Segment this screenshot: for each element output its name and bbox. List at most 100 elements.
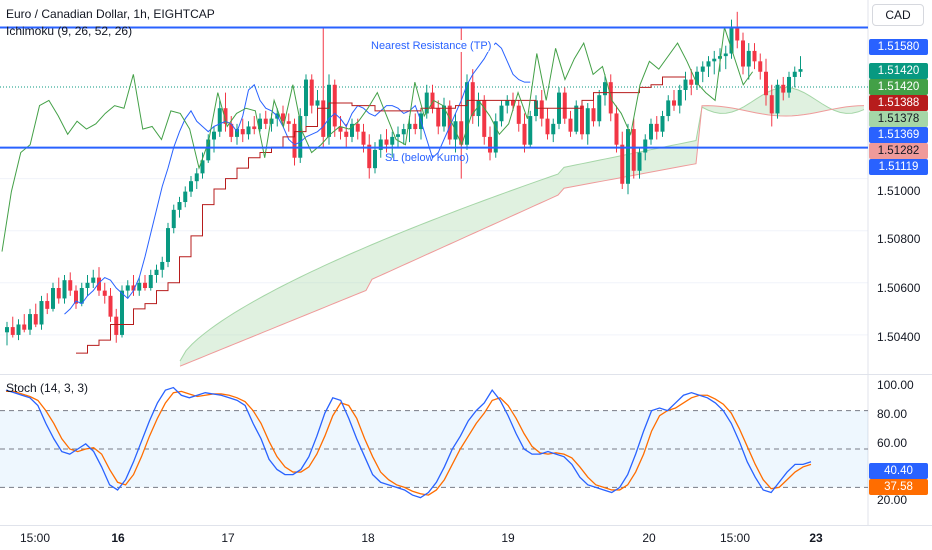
stoch-tick: 60.00 <box>877 436 908 450</box>
candle-body <box>735 27 740 41</box>
candle-body <box>741 40 745 67</box>
candle-body <box>396 134 400 137</box>
kijun-sen-line <box>76 76 686 354</box>
currency-button[interactable]: CAD <box>872 4 924 26</box>
candle-body <box>764 71 768 96</box>
candle-body <box>568 118 573 132</box>
price-tick: 1.50600 <box>877 281 921 295</box>
candle-body <box>459 121 464 145</box>
candle-body <box>350 123 354 137</box>
time-label: 15:00 <box>19 531 51 545</box>
candle-body <box>401 129 406 135</box>
candle-body <box>45 301 50 309</box>
candle-body <box>597 95 602 122</box>
candle-body <box>476 100 481 117</box>
candle-body <box>562 92 567 119</box>
candle-body <box>637 152 642 171</box>
price-tick: 1.50400 <box>877 330 921 344</box>
candle-body <box>683 79 688 90</box>
candle-body <box>511 100 515 106</box>
candle-body <box>430 92 435 109</box>
candle-body <box>493 121 498 153</box>
indicator-label[interactable]: Ichimoku (9, 26, 52, 26) <box>6 24 133 38</box>
candle-body <box>792 71 797 77</box>
stoch-tick: 20.00 <box>877 493 908 507</box>
time-label: 15:00 <box>719 531 751 545</box>
candle-body <box>620 144 625 184</box>
candle-body <box>131 285 136 291</box>
candle-body <box>114 316 119 335</box>
candle-body <box>798 69 803 72</box>
candle-body <box>769 95 774 114</box>
candle-body <box>85 282 90 289</box>
candle-body <box>200 160 205 174</box>
candle-body <box>626 129 630 184</box>
candle-body <box>79 288 84 304</box>
candle-body <box>56 288 61 299</box>
price-tag-last: 1.51420 <box>869 63 928 79</box>
candle-body <box>436 108 441 127</box>
candle-body <box>97 277 101 291</box>
candle-body <box>10 327 15 335</box>
candle-body <box>424 92 429 114</box>
candle-body <box>781 84 786 93</box>
candle-body <box>137 282 142 291</box>
candle-body <box>482 100 487 137</box>
candle-body <box>315 100 320 106</box>
candle-body <box>263 118 268 124</box>
candle-body <box>545 118 550 135</box>
price-tag-tenkan: 1.51369 <box>869 127 928 143</box>
stoch-d-tag: 37.58 <box>869 479 928 495</box>
time-label: 19 <box>501 531 515 545</box>
candle-body <box>39 301 44 325</box>
candle-body <box>390 136 395 145</box>
candle-body <box>143 282 147 289</box>
candle-body <box>22 324 27 330</box>
candle-body <box>591 108 596 122</box>
candle-body <box>298 116 303 158</box>
tenkan-sen-line <box>64 42 531 315</box>
candle-body <box>718 56 722 59</box>
candle-body <box>729 27 734 54</box>
candle-body <box>252 126 257 130</box>
candle-body <box>235 129 239 137</box>
candle-body <box>660 116 665 132</box>
candle-body <box>206 139 211 161</box>
candle-body <box>672 100 676 106</box>
price-tag-span-b: 1.51282 <box>869 143 928 159</box>
candle-body <box>689 79 694 85</box>
candle-body <box>292 123 297 158</box>
candle-body <box>706 61 711 67</box>
candle-body <box>51 288 55 309</box>
candle-body <box>246 126 251 135</box>
candle-body <box>407 123 412 130</box>
stoch-label[interactable]: Stoch (14, 3, 3) <box>6 381 89 395</box>
ichimoku-cloud <box>179 86 865 367</box>
candle-body <box>166 228 170 262</box>
candle-body <box>442 105 446 127</box>
candle-body <box>286 121 291 124</box>
candle-body <box>338 126 343 132</box>
time-label: 16 <box>111 531 125 545</box>
candle-body <box>344 131 349 137</box>
candle-body <box>465 82 469 145</box>
candle-body <box>367 144 372 169</box>
candle-body <box>281 113 285 122</box>
candle-body <box>309 79 314 106</box>
support-label: SL (below Kumo) <box>385 152 469 164</box>
candle-body <box>160 261 165 270</box>
candle-body <box>580 105 584 135</box>
candle-body <box>108 295 113 317</box>
candle-body <box>551 123 556 135</box>
candle-body <box>758 61 763 72</box>
candle-body <box>384 139 389 145</box>
candle-body <box>787 76 791 93</box>
price-tag-resistance: 1.51580 <box>869 39 928 55</box>
stoch-tick: 100.00 <box>877 378 914 392</box>
candle-body <box>332 84 337 127</box>
candle-body <box>269 118 274 124</box>
stoch-k-line <box>5 386 812 499</box>
time-label: 20 <box>642 531 656 545</box>
candle-body <box>212 131 216 140</box>
